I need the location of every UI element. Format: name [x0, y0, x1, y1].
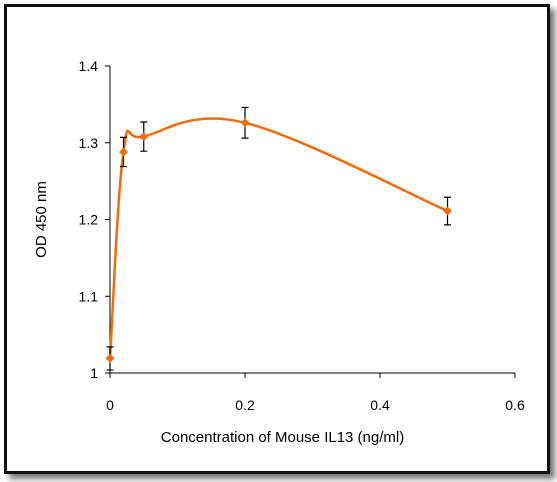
y-axis-title: OD 450 nm [33, 181, 50, 258]
x-axis-title: Concentration of Mouse IL13 (ng/ml) [161, 429, 404, 446]
y-tick-label: 1.4 [79, 58, 99, 74]
x-tick-label: 0.6 [505, 397, 525, 413]
axes [109, 66, 515, 374]
x-tick-label: 0.2 [235, 397, 255, 413]
x-ticks: 0 0.2 0.4 0.6 [106, 373, 525, 413]
y-tick-label: 1.1 [79, 288, 99, 304]
y-ticks: 1 1.1 1.2 1.3 1.4 [79, 58, 110, 381]
chart-frame [4, 4, 550, 474]
data-point-marker [105, 353, 115, 363]
y-tick-label: 1.3 [79, 135, 99, 151]
data-point-marker [443, 206, 452, 216]
data-point-marker [139, 132, 149, 142]
series-layer [105, 106, 452, 371]
data-point-marker [240, 118, 250, 128]
data-point-marker [119, 147, 128, 157]
y-tick-label: 1 [90, 365, 98, 381]
y-tick-label: 1.2 [79, 212, 99, 228]
x-tick-label: 0 [106, 397, 114, 413]
x-tick-label: 0.4 [370, 397, 390, 413]
series-line [108, 117, 448, 359]
